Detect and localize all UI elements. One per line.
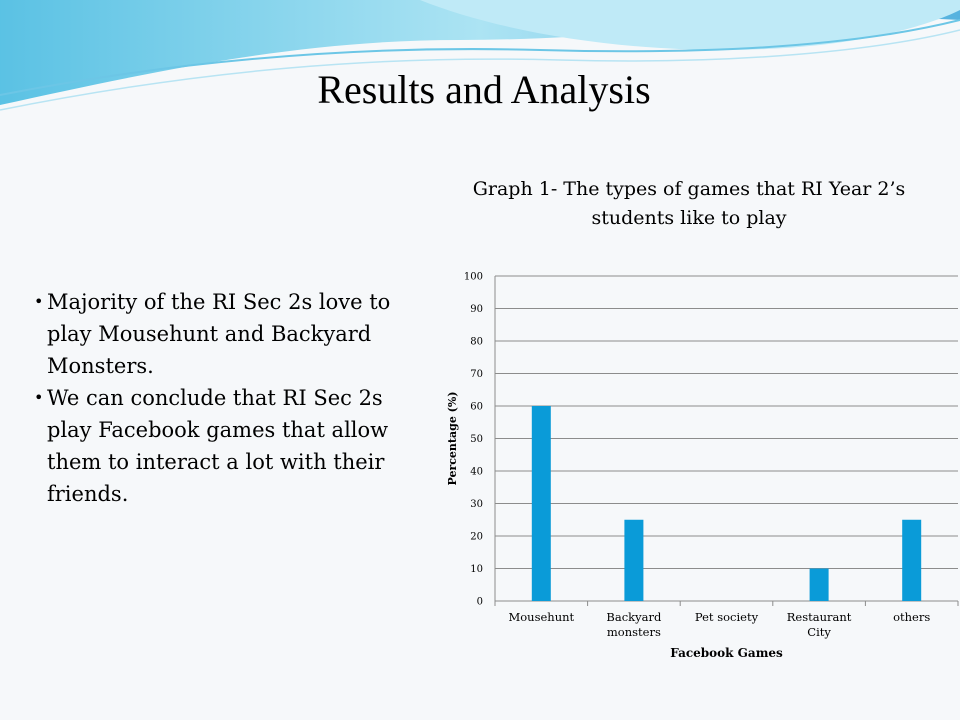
y-axis-label: Percentage (%) bbox=[446, 391, 459, 485]
bar bbox=[902, 519, 922, 601]
bullet-dot-icon: • bbox=[34, 292, 44, 311]
x-axis-label: Facebook Games bbox=[670, 646, 783, 660]
x-tick-label: City bbox=[807, 625, 831, 639]
y-tick-label: 90 bbox=[470, 304, 483, 315]
bar bbox=[809, 568, 829, 601]
bullet-text: Majority of the RI Sec 2s love to play M… bbox=[47, 290, 391, 378]
y-tick-label: 50 bbox=[470, 434, 483, 445]
y-tick-label: 100 bbox=[464, 272, 483, 283]
bar bbox=[624, 519, 644, 601]
x-tick-label: Pet society bbox=[695, 610, 759, 624]
y-tick-label: 30 bbox=[470, 499, 483, 510]
y-tick-label: 0 bbox=[477, 597, 483, 608]
bullet-item: • Majority of the RI Sec 2s love to play … bbox=[34, 286, 424, 382]
y-tick-label: 60 bbox=[470, 402, 483, 413]
y-tick-label: 40 bbox=[470, 467, 483, 478]
bullet-list: • Majority of the RI Sec 2s love to play … bbox=[34, 286, 424, 510]
bar-chart: 0 10 20 30 40 50 60 70 80 90 100 Mousehunt Backyardm… bbox=[446, 272, 959, 660]
y-tick-label: 10 bbox=[470, 564, 483, 575]
y-tick-label: 70 bbox=[470, 369, 483, 380]
bullet-item: • We can conclude that RI Sec 2s play Fac… bbox=[34, 382, 424, 510]
x-tick-label: others bbox=[893, 610, 930, 624]
bullet-text: We can conclude that RI Sec 2s play Face… bbox=[47, 386, 389, 506]
x-tick-label: Mousehunt bbox=[508, 610, 574, 624]
y-tick-label: 20 bbox=[470, 532, 483, 543]
bar bbox=[531, 406, 551, 601]
bullet-dot-icon: • bbox=[34, 388, 44, 407]
y-tick-label: 80 bbox=[470, 337, 483, 348]
x-tick-label: Backyard bbox=[606, 610, 662, 624]
header-wave-decoration bbox=[0, 0, 960, 111]
x-tick-label: Restaurant bbox=[787, 610, 852, 624]
x-tick-label: monsters bbox=[607, 625, 661, 639]
chart-title: Graph 1- The types of games that RI Year… bbox=[472, 178, 906, 229]
slide-title: Results and Analysis bbox=[317, 67, 651, 112]
